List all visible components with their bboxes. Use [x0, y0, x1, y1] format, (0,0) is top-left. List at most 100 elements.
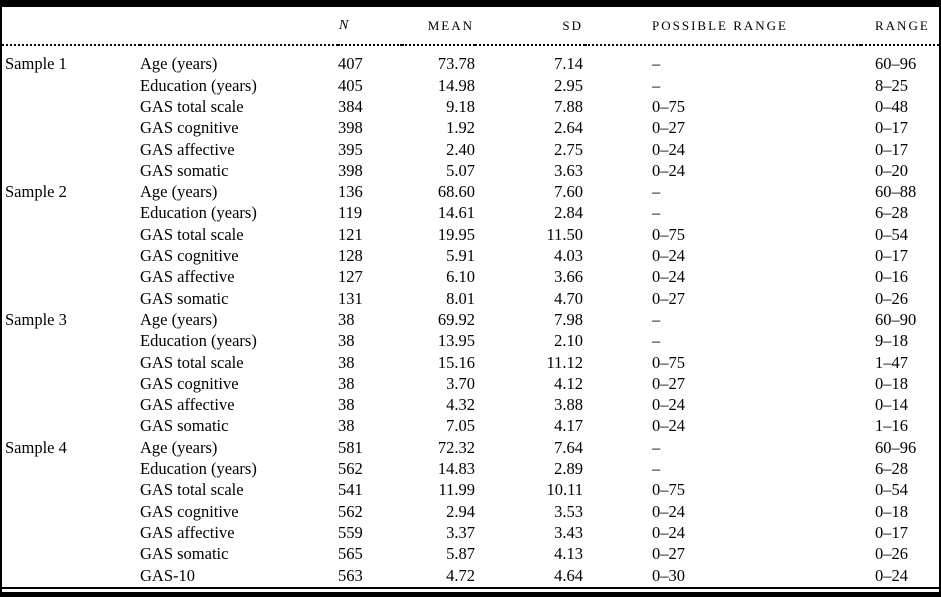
possible-range-value: 0–24 [652, 139, 685, 159]
table-row: GAS cognitive 398 1.92 2.64 0–27 0–17 [2, 118, 939, 139]
n-value: 562 [338, 501, 363, 521]
n-value: 38 [338, 331, 355, 351]
range-value: 6–28 [875, 459, 908, 479]
measure-label: GAS affective [140, 522, 235, 542]
measure-label: GAS cognitive [140, 118, 239, 138]
measure-label: GAS affective [140, 267, 235, 287]
range-value: 0–17 [875, 118, 908, 138]
measure-label: GAS somatic [140, 544, 229, 564]
sample-label [2, 288, 140, 309]
n-value: 384 [338, 96, 363, 116]
n-value: 136 [338, 182, 363, 202]
range-value: 0–16 [875, 267, 908, 287]
header-row: N MEAN SD POSSIBLE RANGE RANGE [2, 7, 939, 46]
table-row: Education (years) 405 14.98 2.95 – 8–25 [2, 75, 939, 96]
sample-label [2, 544, 140, 565]
header-possible-range: POSSIBLE RANGE [585, 7, 861, 46]
possible-range-value: 0–75 [652, 352, 685, 372]
possible-range-value: 0–24 [652, 501, 685, 521]
mean-value: 2.40 [446, 139, 475, 159]
n-value: 562 [338, 459, 363, 479]
sd-value: 3.88 [554, 395, 583, 415]
table-row: GAS total scale 384 9.18 7.88 0–75 0–48 [2, 97, 939, 118]
n-value: 541 [338, 480, 363, 500]
range-value: 1–16 [875, 416, 908, 436]
sample-label [2, 97, 140, 118]
sample-label [2, 352, 140, 373]
table-row: GAS somatic 38 7.05 4.17 0–24 1–16 [2, 416, 939, 437]
possible-range-value: 0–24 [652, 416, 685, 436]
range-value: 0–26 [875, 544, 908, 564]
possible-range-value: 0–24 [652, 522, 685, 542]
possible-range-value: 0–27 [652, 288, 685, 308]
possible-range-value: 0–24 [652, 395, 685, 415]
range-value: 6–28 [875, 203, 908, 223]
header-range: RANGE [861, 7, 939, 46]
possible-range-value: – [652, 182, 661, 202]
range-value: 0–14 [875, 395, 908, 415]
n-value: 38 [338, 373, 355, 393]
range-value: 0–17 [875, 139, 908, 159]
top-rule [2, 0, 939, 7]
range-value: 8–25 [875, 75, 908, 95]
n-value: 581 [338, 437, 363, 457]
sample-label [2, 331, 140, 352]
sd-value: 4.70 [554, 288, 583, 308]
sample-label [2, 203, 140, 224]
sample-label [2, 118, 140, 139]
table-row: GAS somatic 398 5.07 3.63 0–24 0–20 [2, 160, 939, 181]
mean-value: 11.99 [438, 480, 475, 500]
n-value: 405 [338, 75, 363, 95]
sample-label [2, 501, 140, 522]
table-row: GAS affective 38 4.32 3.88 0–24 0–14 [2, 395, 939, 416]
mean-value: 5.07 [446, 160, 475, 180]
possible-range-value: 0–75 [652, 96, 685, 116]
measure-label: GAS affective [140, 395, 235, 415]
measure-label: GAS somatic [140, 288, 229, 308]
possible-range-value: 0–24 [652, 267, 685, 287]
sample-label [2, 224, 140, 245]
n-value: 563 [338, 565, 363, 585]
n-value: 559 [338, 522, 363, 542]
range-value: 0–20 [875, 160, 908, 180]
sample-label: Sample 4 [5, 437, 67, 457]
mean-value: 5.91 [446, 246, 475, 266]
mean-value: 4.32 [446, 395, 475, 415]
table-row: GAS total scale 541 11.99 10.11 0–75 0–54 [2, 480, 939, 501]
range-value: 0–17 [875, 522, 908, 542]
range-value: 0–18 [875, 373, 908, 393]
table-row: Education (years) 562 14.83 2.89 – 6–28 [2, 459, 939, 480]
range-value: 0–48 [875, 96, 908, 116]
table-row: Education (years) 38 13.95 2.10 – 9–18 [2, 331, 939, 352]
n-value: 38 [338, 352, 355, 372]
mean-value: 5.87 [446, 544, 475, 564]
bottom-thick-rule [2, 592, 939, 597]
sample-label [2, 75, 140, 96]
possible-range-value: – [652, 437, 661, 457]
range-value: 0–26 [875, 288, 908, 308]
measure-label: GAS total scale [140, 480, 244, 500]
sd-value: 2.64 [554, 118, 583, 138]
possible-range-value: – [652, 54, 661, 74]
table-row: GAS total scale 121 19.95 11.50 0–75 0–54 [2, 224, 939, 245]
sample-label: Sample 2 [5, 182, 67, 202]
n-value: 395 [338, 139, 363, 159]
measure-label: GAS cognitive [140, 373, 239, 393]
sd-value: 2.75 [554, 139, 583, 159]
n-value: 407 [338, 54, 363, 74]
mean-value: 72.32 [437, 437, 475, 457]
possible-range-value: – [652, 203, 661, 223]
sd-value: 2.84 [554, 203, 583, 223]
mean-value: 1.92 [446, 118, 475, 138]
sd-value: 7.64 [554, 437, 583, 457]
mean-value: 14.83 [437, 459, 475, 479]
measure-label: GAS-10 [140, 565, 196, 585]
sample-label [2, 160, 140, 181]
n-value: 38 [338, 309, 355, 329]
table-body: Sample 1 Age (years) 407 73.78 7.14–60–96 Edu… [2, 45, 939, 586]
range-value: 0–54 [875, 224, 908, 244]
table-row: GAS somatic 131 8.01 4.70 0–27 0–26 [2, 288, 939, 309]
sd-value: 3.43 [554, 522, 583, 542]
range-value: 0–17 [875, 246, 908, 266]
sd-value: 3.53 [554, 501, 583, 521]
